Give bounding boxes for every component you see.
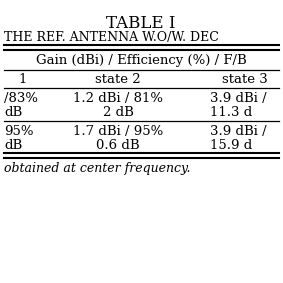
Text: 3.9 dBi /: 3.9 dBi / <box>210 125 267 138</box>
Text: 1.7 dBi / 95%: 1.7 dBi / 95% <box>73 125 163 138</box>
Text: 0.6 dB: 0.6 dB <box>96 139 140 152</box>
Text: 3.9 dBi /: 3.9 dBi / <box>210 92 267 105</box>
Text: Gain (dBi) / Efficiency (%) / F/B: Gain (dBi) / Efficiency (%) / F/B <box>36 54 246 67</box>
Text: state 3: state 3 <box>222 73 268 86</box>
Text: dB: dB <box>4 106 22 119</box>
Text: obtained at center frequency.: obtained at center frequency. <box>4 162 190 175</box>
Text: 1.2 dBi / 81%: 1.2 dBi / 81% <box>73 92 163 105</box>
Text: 1: 1 <box>18 73 26 86</box>
Text: 15.9 d: 15.9 d <box>210 139 252 152</box>
Text: 95%: 95% <box>4 125 33 138</box>
Text: 11.3 d: 11.3 d <box>210 106 252 119</box>
Text: dB: dB <box>4 139 22 152</box>
Text: TABLE I: TABLE I <box>106 15 176 32</box>
Text: /83%: /83% <box>4 92 38 105</box>
Text: state 2: state 2 <box>95 73 141 86</box>
Text: THE REF. ANTENNA W.O/W. DEC: THE REF. ANTENNA W.O/W. DEC <box>4 31 219 44</box>
Text: 2 dB: 2 dB <box>102 106 134 119</box>
